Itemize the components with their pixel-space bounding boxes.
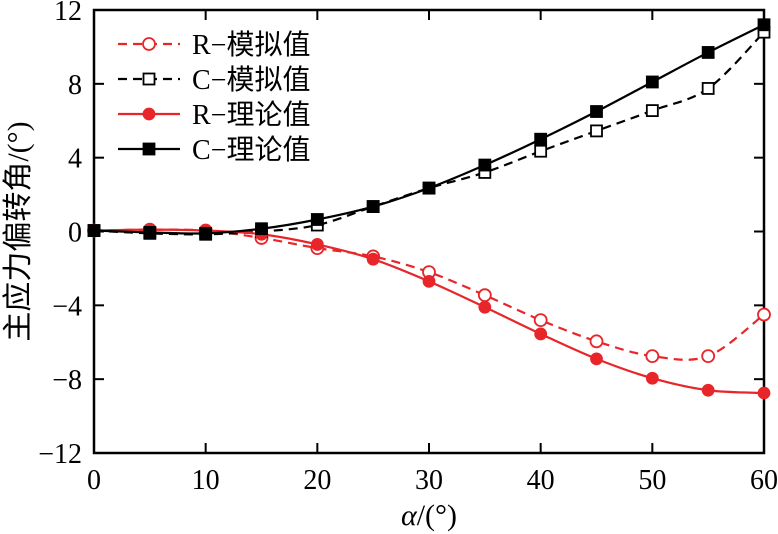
data-point	[645, 349, 660, 363]
x-tick-label: 60	[750, 465, 778, 496]
data-point	[199, 226, 213, 240]
legend-item: R−模拟值	[118, 29, 310, 61]
x-tick-label: 0	[87, 465, 101, 496]
data-point	[143, 226, 157, 239]
data-point	[366, 252, 380, 266]
series-3	[87, 223, 771, 400]
series-2	[87, 25, 771, 241]
x-tick-label: 30	[415, 465, 443, 496]
data-point	[645, 371, 659, 385]
legend-marker	[142, 142, 156, 156]
data-point	[645, 104, 659, 117]
x-axis-title-symbol: α	[401, 499, 418, 532]
legend-label: R−模拟值	[192, 29, 310, 61]
data-point	[255, 222, 268, 236]
series-4	[87, 18, 771, 240]
y-tick-label: −8	[52, 365, 82, 396]
data-point	[701, 349, 716, 363]
series-line	[93, 31, 765, 236]
data-point	[701, 383, 715, 397]
y-tick-label: 4	[68, 144, 82, 175]
x-tick-label: 20	[303, 465, 331, 496]
legend-marker	[142, 107, 156, 121]
legend-label: C−模拟值	[192, 64, 310, 96]
data-point	[590, 352, 603, 366]
series-line	[93, 228, 765, 395]
x-tick-label: 40	[527, 465, 555, 496]
legend-label: C−理论值	[192, 134, 310, 166]
x-axis-title: α/(°)	[401, 499, 457, 532]
data-point	[701, 82, 715, 95]
x-tick-label: 50	[638, 465, 666, 496]
data-point	[422, 181, 436, 195]
data-point	[478, 300, 492, 314]
legend-marker	[142, 72, 156, 86]
y-tick-label: 12	[54, 0, 82, 27]
series-line	[93, 228, 765, 361]
data-point	[534, 132, 548, 146]
data-point	[477, 288, 492, 303]
y-tick-label: −4	[52, 291, 82, 322]
legend-marker	[142, 37, 156, 51]
data-point	[310, 213, 324, 226]
data-point	[478, 158, 492, 172]
series-layer	[87, 18, 771, 400]
x-axis-title-unit: /(°)	[417, 499, 457, 532]
legend-label: R−理论值	[192, 99, 310, 131]
data-point	[589, 334, 604, 349]
data-point	[310, 238, 324, 251]
y-axis-title: 主应力偏转角/(°)	[2, 121, 35, 341]
data-point	[757, 307, 771, 322]
y-tick-label: 8	[68, 70, 82, 101]
data-point	[534, 327, 548, 341]
data-point	[590, 105, 603, 118]
data-point	[757, 18, 771, 32]
data-point	[366, 200, 380, 213]
data-point	[590, 124, 603, 138]
data-point	[701, 46, 715, 59]
legend-item: C−理论值	[118, 134, 310, 166]
data-point	[533, 313, 548, 328]
x-tick-label: 10	[192, 465, 220, 496]
y-tick-label: 0	[68, 218, 82, 249]
data-point	[757, 386, 771, 400]
legend-item: R−理论值	[118, 99, 310, 131]
y-tick-label: −12	[38, 439, 82, 470]
data-point	[645, 75, 659, 89]
legend-item: C−模拟值	[118, 64, 310, 96]
series-1	[87, 222, 771, 363]
data-point	[534, 144, 548, 158]
data-point	[422, 274, 436, 288]
